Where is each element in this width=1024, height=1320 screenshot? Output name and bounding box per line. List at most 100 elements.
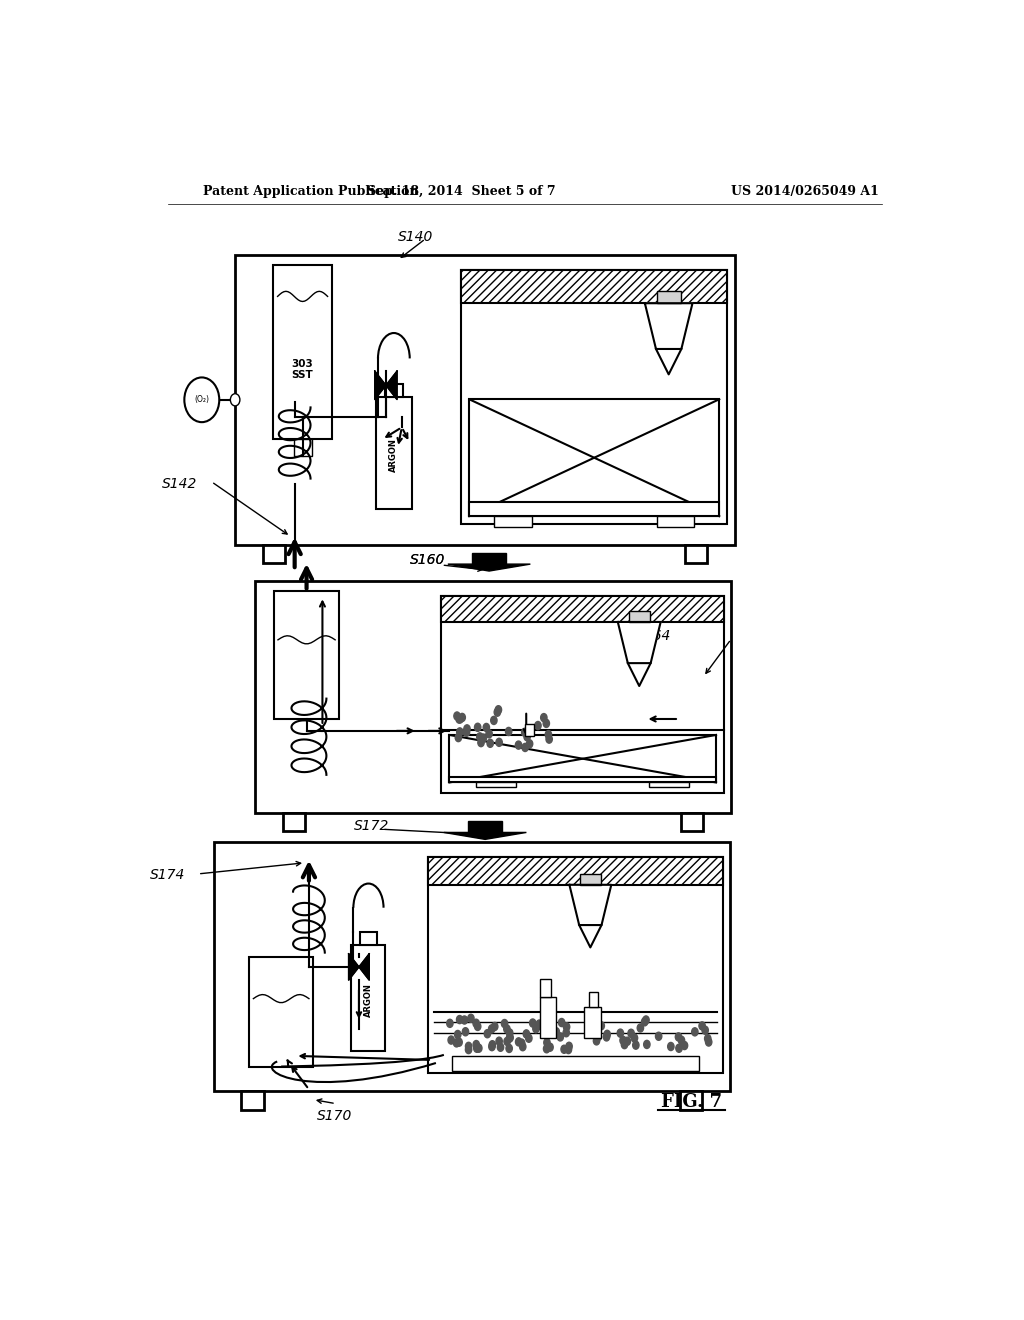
Circle shape <box>668 1043 674 1051</box>
Circle shape <box>544 1016 550 1024</box>
Text: FIG. 7: FIG. 7 <box>660 1093 722 1110</box>
Circle shape <box>544 1044 550 1053</box>
Circle shape <box>449 1036 455 1044</box>
Bar <box>680 1092 701 1110</box>
Bar <box>525 723 535 737</box>
Bar <box>461 271 727 304</box>
Bar <box>450 776 716 783</box>
Circle shape <box>617 1030 624 1038</box>
Bar <box>589 991 598 1007</box>
Circle shape <box>546 735 552 743</box>
Circle shape <box>488 1043 495 1051</box>
Text: Sep. 18, 2014  Sheet 5 of 7: Sep. 18, 2014 Sheet 5 of 7 <box>367 185 556 198</box>
Polygon shape <box>617 622 660 663</box>
Circle shape <box>637 1024 643 1032</box>
Bar <box>250 957 313 1067</box>
Circle shape <box>541 714 547 722</box>
Circle shape <box>474 1023 481 1031</box>
Circle shape <box>676 1044 682 1052</box>
Circle shape <box>595 1032 601 1040</box>
Bar <box>376 397 412 510</box>
Circle shape <box>625 1038 631 1045</box>
Circle shape <box>524 733 530 741</box>
Polygon shape <box>443 833 526 840</box>
Circle shape <box>488 1024 495 1034</box>
Circle shape <box>498 1043 504 1051</box>
Bar <box>656 516 694 528</box>
Bar <box>580 874 601 884</box>
Circle shape <box>487 739 494 747</box>
Text: ARGON: ARGON <box>364 983 373 1016</box>
Circle shape <box>473 1040 479 1048</box>
Bar <box>385 384 402 397</box>
Circle shape <box>465 1045 472 1053</box>
Circle shape <box>691 1028 698 1036</box>
Circle shape <box>456 1038 462 1047</box>
Circle shape <box>504 1038 510 1045</box>
Text: S170: S170 <box>316 1109 352 1123</box>
Bar <box>541 978 551 997</box>
Circle shape <box>563 1028 569 1036</box>
Circle shape <box>515 1038 522 1045</box>
Circle shape <box>461 1016 468 1024</box>
Bar <box>294 440 311 457</box>
Circle shape <box>550 1023 556 1031</box>
Circle shape <box>641 1018 648 1026</box>
Bar <box>450 735 716 783</box>
Polygon shape <box>628 663 650 686</box>
Circle shape <box>596 1023 602 1031</box>
Polygon shape <box>569 884 611 925</box>
Bar <box>476 783 516 787</box>
Text: S160: S160 <box>410 553 445 566</box>
Circle shape <box>565 1045 571 1053</box>
Circle shape <box>480 734 486 742</box>
Bar <box>263 545 285 562</box>
Circle shape <box>521 729 528 737</box>
Circle shape <box>456 734 462 742</box>
Bar <box>584 1007 601 1038</box>
Bar <box>495 516 531 528</box>
Circle shape <box>675 1032 682 1041</box>
Bar <box>452 1056 699 1071</box>
Circle shape <box>563 1023 569 1031</box>
Circle shape <box>702 1026 709 1035</box>
Bar <box>461 271 727 524</box>
Circle shape <box>476 1044 482 1052</box>
Circle shape <box>545 730 552 739</box>
Circle shape <box>544 1039 550 1047</box>
Text: S140: S140 <box>397 230 433 244</box>
Circle shape <box>541 1019 547 1027</box>
Circle shape <box>515 741 521 750</box>
Circle shape <box>457 727 463 737</box>
Circle shape <box>506 727 512 735</box>
Circle shape <box>484 1030 490 1038</box>
Circle shape <box>592 1020 598 1028</box>
Circle shape <box>620 1036 627 1044</box>
Circle shape <box>466 1043 472 1051</box>
Circle shape <box>561 1045 567 1053</box>
Circle shape <box>558 1019 565 1027</box>
Bar <box>656 290 681 304</box>
Circle shape <box>506 1034 513 1043</box>
Circle shape <box>598 1022 604 1030</box>
Bar <box>685 545 708 562</box>
Bar <box>469 399 719 516</box>
Circle shape <box>523 1030 529 1038</box>
Circle shape <box>628 1030 634 1038</box>
Circle shape <box>537 1022 543 1030</box>
Bar <box>236 255 735 545</box>
Bar <box>469 502 719 516</box>
Circle shape <box>699 1022 706 1030</box>
Circle shape <box>464 725 470 733</box>
Bar <box>428 857 723 1073</box>
Bar <box>255 581 731 813</box>
Circle shape <box>446 1019 453 1027</box>
Circle shape <box>706 1038 712 1045</box>
Polygon shape <box>580 925 601 948</box>
Text: (O₂): (O₂) <box>195 395 209 404</box>
Circle shape <box>474 723 481 731</box>
Circle shape <box>655 1032 662 1040</box>
Circle shape <box>633 1041 639 1049</box>
Circle shape <box>454 1039 460 1047</box>
Circle shape <box>457 715 463 723</box>
